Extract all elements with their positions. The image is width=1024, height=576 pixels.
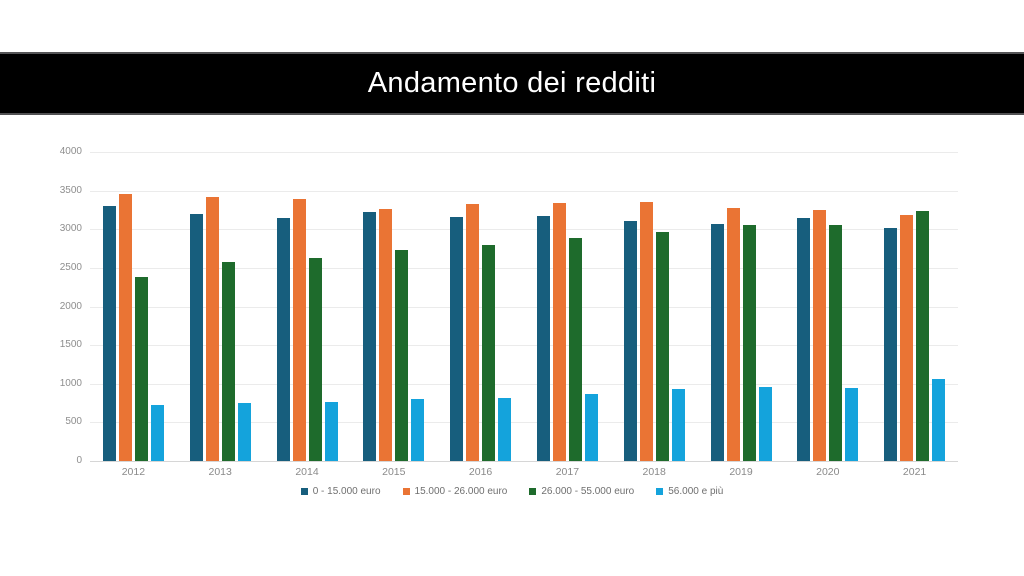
x-axis-label: 2014 xyxy=(295,466,319,478)
legend-item: 56.000 e più xyxy=(656,486,723,497)
bar-2021-series-2 xyxy=(900,214,914,461)
bar-2012-series-2 xyxy=(118,193,132,461)
gridline xyxy=(90,422,958,424)
x-axis-label: 2015 xyxy=(382,466,406,478)
title-banner: Andamento dei redditi xyxy=(0,52,1024,115)
bar-2017-series-4 xyxy=(584,394,598,461)
y-axis-label: 3000 xyxy=(59,223,82,235)
x-axis-label: 2013 xyxy=(208,466,232,478)
page-title: Andamento dei redditi xyxy=(367,67,657,99)
bar-2012-series-4 xyxy=(150,404,164,461)
bar-2014-series-1 xyxy=(276,218,290,461)
y-axis-label: 2500 xyxy=(59,261,82,273)
bar-2020-series-3 xyxy=(829,225,843,461)
x-axis-label: 2017 xyxy=(555,466,580,478)
legend-swatch xyxy=(402,488,410,495)
bar-2020-series-1 xyxy=(797,218,811,461)
bar-2016-series-2 xyxy=(466,203,480,461)
bar-2017-series-3 xyxy=(568,238,582,461)
bar-2012-series-3 xyxy=(134,277,148,461)
bar-2016-series-3 xyxy=(482,245,496,461)
bar-2020-series-4 xyxy=(845,387,859,461)
bar-2015-series-2 xyxy=(379,209,393,461)
bar-2019-series-4 xyxy=(758,387,772,461)
x-axis-label: 2016 xyxy=(468,466,493,478)
bar-2015-series-3 xyxy=(395,250,409,461)
bar-2020-series-2 xyxy=(813,209,827,461)
y-axis-label: 0 xyxy=(76,455,82,466)
bar-2018-series-1 xyxy=(623,221,637,461)
y-axis-label: 500 xyxy=(65,416,82,428)
bar-2017-series-1 xyxy=(536,216,550,461)
gridline xyxy=(90,229,958,231)
bar-2015-series-1 xyxy=(363,212,377,461)
y-axis-label: 1000 xyxy=(59,377,82,389)
y-axis-label: 4000 xyxy=(59,146,82,157)
gridline xyxy=(90,152,958,153)
x-axis-label: 2012 xyxy=(121,466,146,478)
y-axis-label: 2000 xyxy=(59,300,82,312)
x-axis-label: 2019 xyxy=(729,466,753,478)
bar-2018-series-4 xyxy=(671,389,685,461)
gridline xyxy=(90,306,958,308)
legend-label: 15.000 - 26.000 euro xyxy=(414,486,508,497)
bar-2018-series-2 xyxy=(639,202,653,461)
gridline xyxy=(90,267,958,269)
bar-2021-series-4 xyxy=(932,379,946,461)
bar-2012-series-1 xyxy=(102,206,116,461)
bar-2019-series-1 xyxy=(710,224,724,461)
legend-label: 56.000 e più xyxy=(668,486,724,497)
bar-2016-series-1 xyxy=(450,216,464,461)
legend-item: 26.000 - 55.000 euro xyxy=(529,486,634,497)
bar-2015-series-4 xyxy=(411,399,425,461)
bar-2013-series-3 xyxy=(221,262,235,461)
x-axis-label: 2018 xyxy=(642,466,666,478)
y-axis-label: 1500 xyxy=(59,339,82,351)
legend-swatch xyxy=(656,488,664,495)
bar-2014-series-4 xyxy=(324,401,338,461)
legend-swatch xyxy=(300,488,308,495)
bar-2013-series-2 xyxy=(205,196,219,461)
bar-2018-series-3 xyxy=(655,231,669,461)
legend-label: 26.000 - 55.000 euro xyxy=(541,486,635,497)
bar-2021-series-1 xyxy=(884,228,898,461)
gridline xyxy=(90,190,958,192)
legend-item: 0 - 15.000 euro xyxy=(300,486,381,497)
chart-legend: 0 - 15.000 euro 15.000 - 26.000 euro 26.00… xyxy=(0,486,1024,497)
legend-label: 0 - 15.000 euro xyxy=(312,486,381,497)
y-axis-label: 3500 xyxy=(59,184,82,196)
gridline xyxy=(90,461,958,462)
x-axis-label: 2021 xyxy=(902,466,927,478)
gridline xyxy=(90,383,958,385)
gridline xyxy=(90,345,958,347)
bar-2013-series-1 xyxy=(189,214,203,461)
bar-2013-series-4 xyxy=(237,403,251,461)
bar-2019-series-3 xyxy=(742,225,756,461)
legend-swatch xyxy=(529,488,537,495)
bar-2014-series-3 xyxy=(308,258,322,461)
legend-item: 15.000 - 26.000 euro xyxy=(402,486,508,497)
bar-2017-series-2 xyxy=(552,202,566,461)
bar-2019-series-2 xyxy=(726,208,740,461)
bar-2016-series-4 xyxy=(498,398,512,461)
bar-2021-series-3 xyxy=(916,211,930,461)
x-axis-label: 2020 xyxy=(816,466,840,478)
bar-2014-series-2 xyxy=(292,199,306,461)
